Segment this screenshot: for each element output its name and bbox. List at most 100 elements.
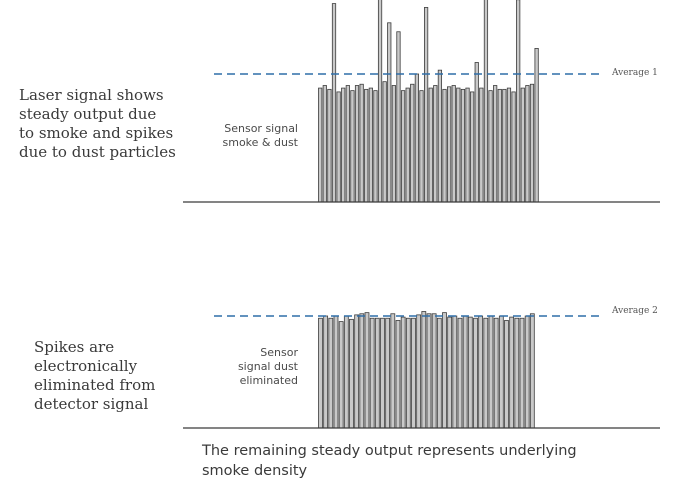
top-signal-bar bbox=[466, 88, 469, 202]
bottom-signal-bar bbox=[396, 320, 400, 428]
top-signal-bar bbox=[397, 32, 400, 202]
top-signal-bar bbox=[434, 86, 437, 202]
bottom-signal-bar bbox=[458, 318, 462, 428]
top-signal-bar bbox=[521, 88, 524, 202]
bottom-signal-bar bbox=[417, 315, 421, 428]
top-signal-bar bbox=[388, 23, 391, 202]
top-signal-bar bbox=[378, 0, 381, 202]
top-signal-bar bbox=[484, 0, 487, 202]
bottom-signal-bar bbox=[468, 317, 472, 428]
top-sensor-label: Sensor signal smoke & dust bbox=[200, 122, 298, 150]
bottom-signal-bar bbox=[339, 322, 343, 428]
top-signal-bar bbox=[424, 7, 427, 202]
bottom-signal-bar bbox=[479, 316, 483, 428]
top-signal-bar bbox=[337, 92, 340, 202]
bottom-signal-bar bbox=[437, 318, 441, 428]
top-signal-bar bbox=[355, 86, 358, 202]
top-signal-bar bbox=[516, 0, 519, 202]
average-2-label: Average 2 bbox=[611, 306, 658, 316]
top-signal-bar bbox=[415, 74, 418, 202]
bottom-signal-bar bbox=[515, 318, 519, 428]
top-signal-bar bbox=[351, 91, 354, 202]
bottom-signal-bar bbox=[319, 318, 323, 428]
top-signal-bar bbox=[406, 88, 409, 202]
top-signal-bar bbox=[360, 84, 363, 202]
bottom-signal-bar bbox=[448, 317, 452, 428]
top-signal-bar bbox=[503, 89, 506, 202]
bottom-signal-bar bbox=[432, 314, 436, 428]
top-signal-bar bbox=[461, 89, 464, 202]
top-signal-bar bbox=[443, 89, 446, 202]
bottom-signal-bar bbox=[329, 318, 333, 428]
bottom-signal-bar bbox=[365, 313, 369, 428]
bottom-description: Spikes are electronically eliminated fro… bbox=[34, 338, 155, 414]
top-signal-bar bbox=[530, 84, 533, 202]
top-signal-bar bbox=[475, 62, 478, 202]
bottom-signal-bar bbox=[427, 314, 431, 428]
top-signal-bar bbox=[512, 92, 515, 202]
bottom-signal-bar bbox=[386, 318, 390, 428]
bottom-signal-bar bbox=[525, 316, 529, 428]
bottom-signal-bar bbox=[381, 318, 385, 428]
top-signal-bar bbox=[457, 88, 460, 202]
bottom-signal-bar bbox=[360, 314, 364, 428]
top-signal-bar bbox=[401, 91, 404, 202]
bottom-signal-bars bbox=[319, 312, 535, 428]
bottom-signal-bar bbox=[375, 318, 379, 428]
top-signal-bar bbox=[489, 91, 492, 202]
bottom-signal-bar bbox=[324, 316, 328, 428]
top-signal-bar bbox=[332, 4, 335, 202]
top-signal-bar bbox=[438, 70, 441, 202]
top-signal-bar bbox=[535, 48, 538, 202]
top-signal-bar bbox=[420, 91, 423, 202]
top-signal-bar bbox=[480, 88, 483, 202]
top-signal-bar bbox=[323, 86, 326, 202]
bottom-signal-bar bbox=[484, 318, 488, 428]
top-signal-bar bbox=[374, 91, 377, 202]
bottom-signal-bar bbox=[334, 316, 338, 428]
bottom-signal-bar bbox=[401, 317, 405, 428]
top-signal-bar bbox=[470, 92, 473, 202]
bottom-signal-bar bbox=[520, 318, 524, 428]
bottom-signal-bar bbox=[489, 316, 493, 428]
top-signal-bar bbox=[365, 89, 368, 202]
bottom-signal-bar bbox=[463, 316, 467, 428]
top-signal-bars bbox=[319, 0, 539, 202]
bottom-signal-bar bbox=[370, 318, 374, 428]
top-signal-bar bbox=[411, 84, 414, 202]
top-signal-bar bbox=[342, 88, 345, 202]
bottom-signal-bar bbox=[453, 316, 457, 428]
bottom-signal-bar bbox=[355, 315, 359, 428]
top-signal-bar bbox=[526, 86, 529, 202]
bottom-signal-bar bbox=[530, 314, 534, 428]
bottom-signal-bar bbox=[474, 318, 478, 428]
top-signal-bar bbox=[319, 88, 322, 202]
top-signal-bar bbox=[328, 89, 331, 202]
bottom-signal-bar bbox=[344, 316, 348, 428]
bottom-sensor-label: Sensor signal dust eliminated bbox=[200, 346, 298, 388]
top-signal-bar bbox=[392, 86, 395, 202]
top-signal-bar bbox=[346, 86, 349, 202]
bottom-signal-bar bbox=[391, 314, 395, 428]
bottom-signal-bar bbox=[505, 320, 509, 428]
bottom-signal-bar bbox=[422, 312, 426, 428]
bottom-signal-bar bbox=[443, 313, 447, 428]
top-signal-bar bbox=[429, 88, 432, 202]
top-signal-bar bbox=[493, 86, 496, 202]
top-description: Laser signal shows steady output due to … bbox=[19, 86, 176, 162]
top-signal-bar bbox=[498, 89, 501, 202]
average-1-label: Average 1 bbox=[611, 68, 658, 78]
bottom-signal-bar bbox=[494, 318, 498, 428]
top-signal-bar bbox=[452, 86, 455, 202]
bottom-signal-bar bbox=[412, 318, 416, 428]
top-signal-bar bbox=[447, 87, 450, 202]
bottom-signal-bar bbox=[510, 317, 514, 428]
top-signal-bar bbox=[507, 88, 510, 202]
caption: The remaining steady output represents u… bbox=[202, 441, 577, 481]
bottom-signal-bar bbox=[350, 319, 354, 428]
bottom-signal-bar bbox=[406, 318, 410, 428]
bottom-signal-bar bbox=[499, 316, 503, 428]
top-signal-bar bbox=[383, 82, 386, 202]
